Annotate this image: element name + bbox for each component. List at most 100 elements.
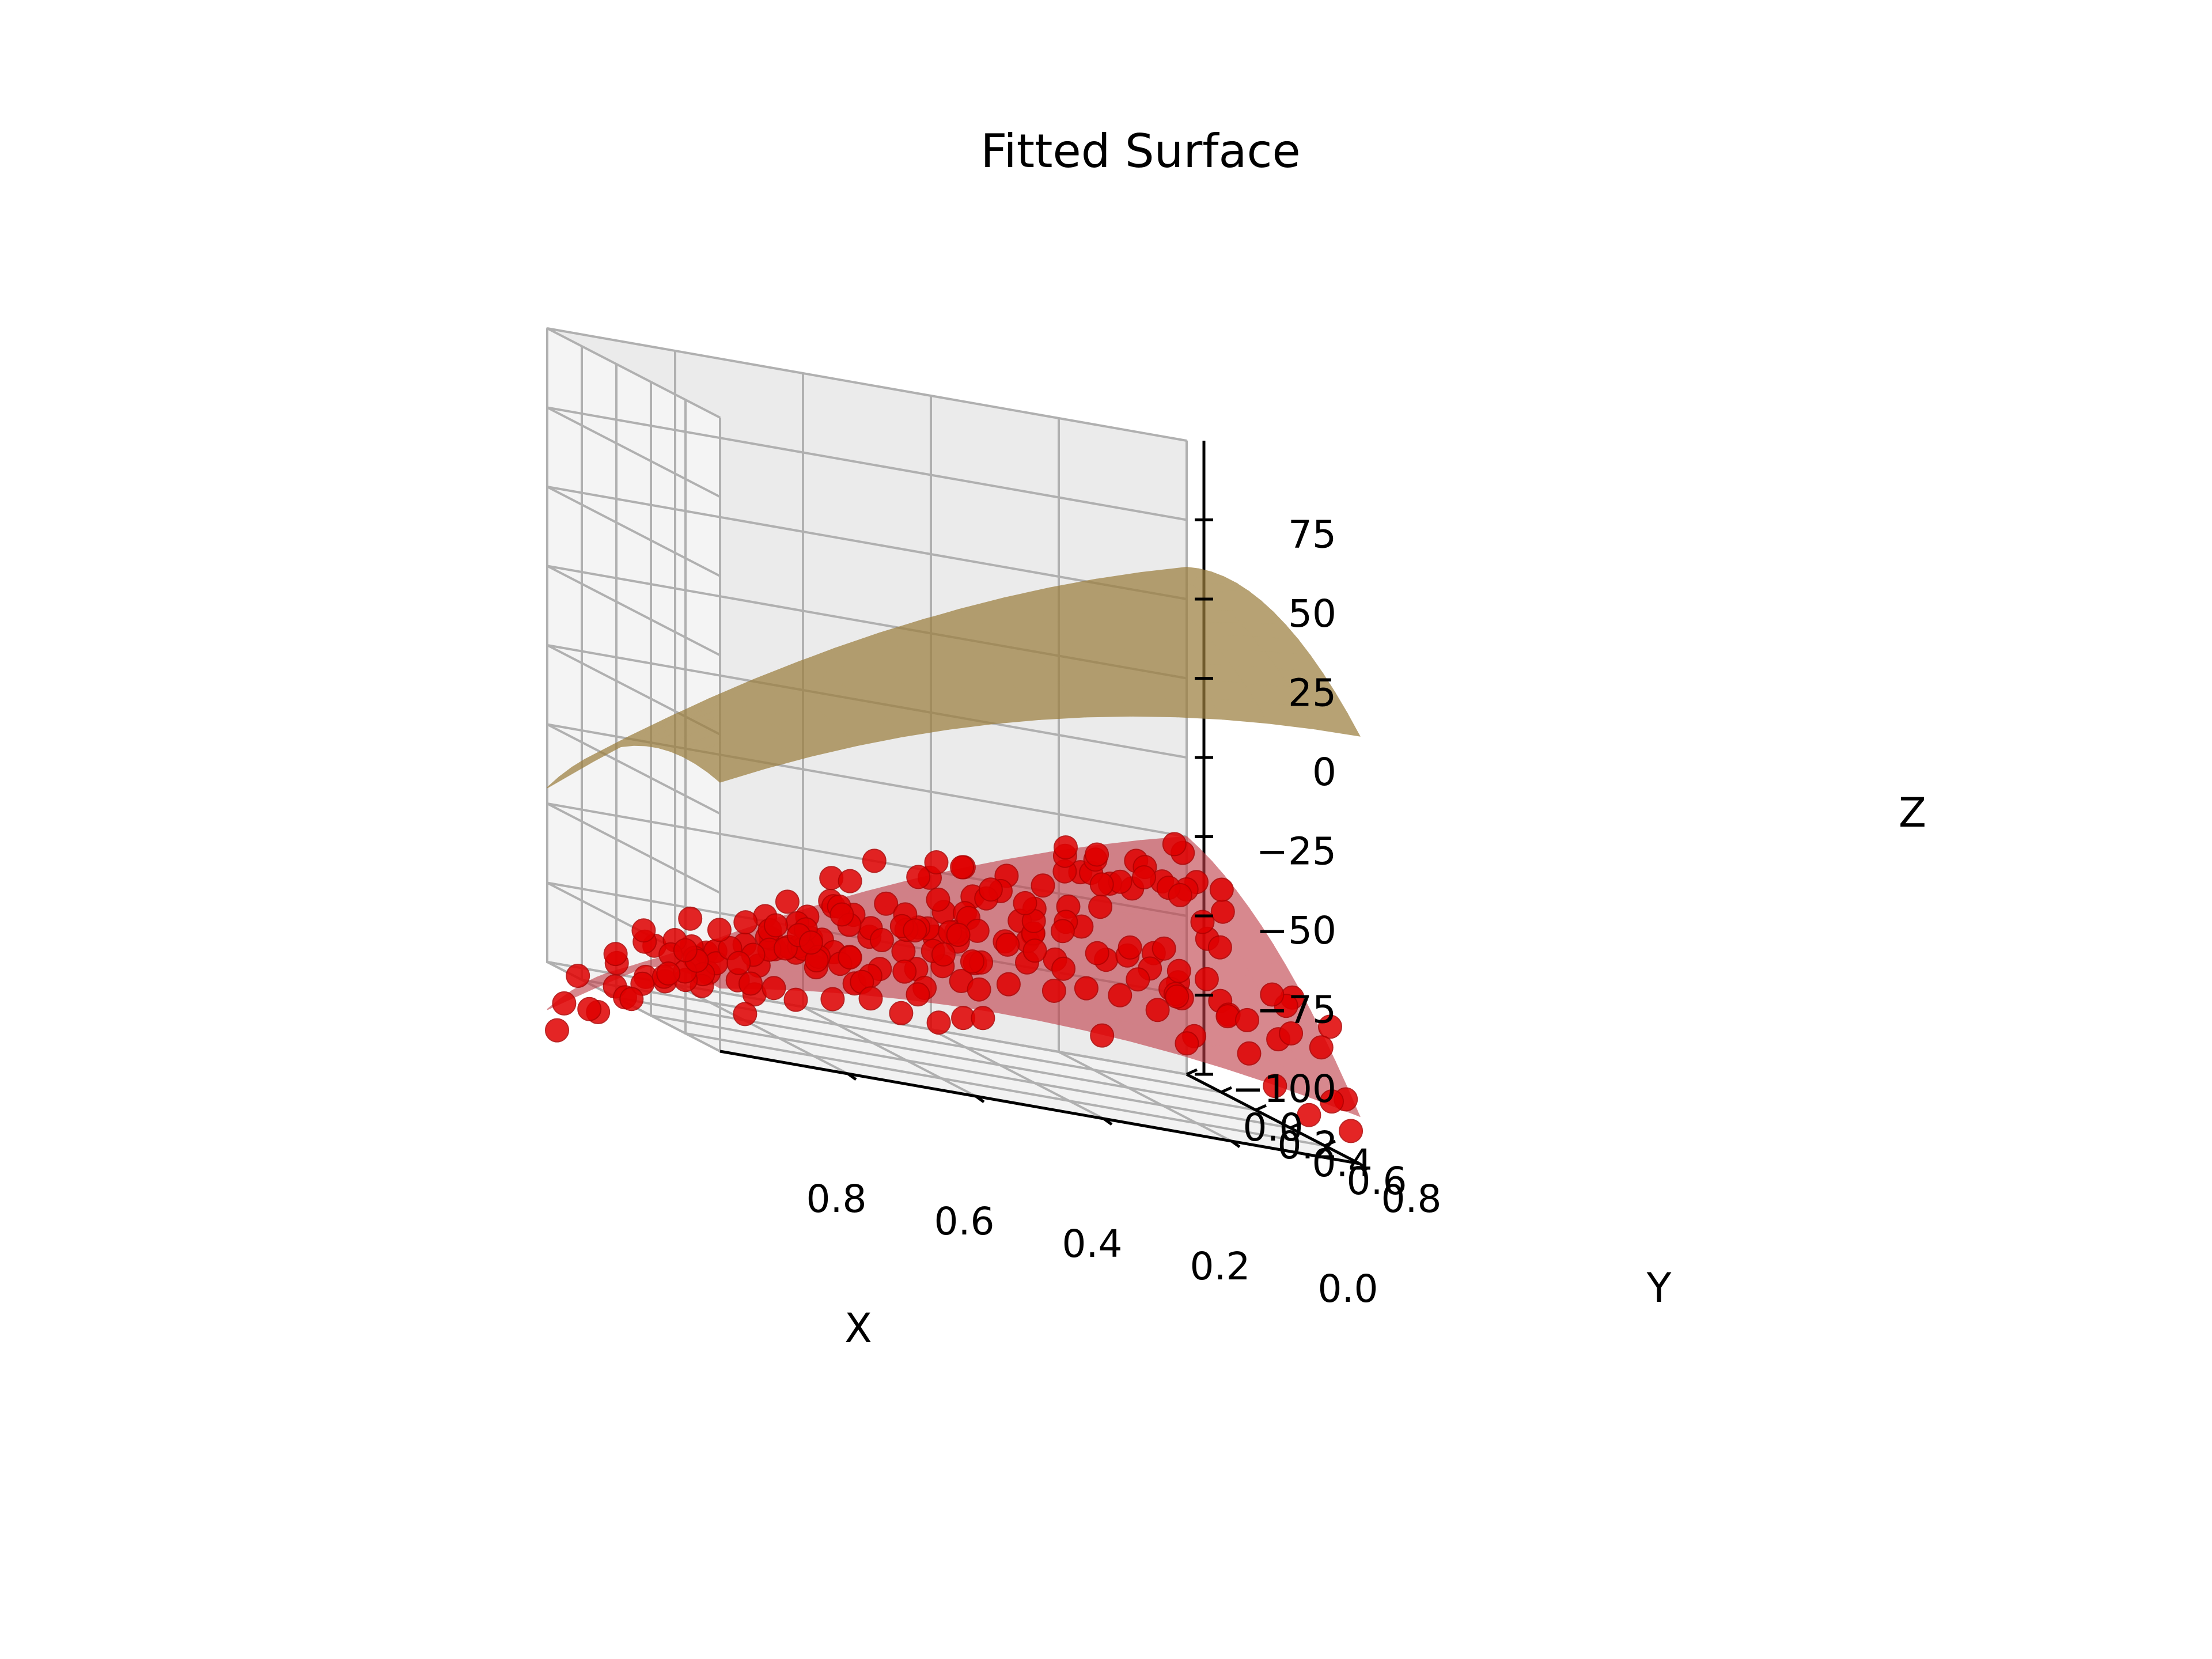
scatter-point — [783, 987, 808, 1012]
scatter-point — [726, 950, 751, 975]
scatter-point — [862, 849, 887, 873]
scatter-point — [1050, 919, 1075, 944]
scatter-point — [1165, 984, 1190, 1009]
z-axis-label: Z — [1899, 789, 1926, 836]
scatter-point — [995, 932, 1020, 957]
z-tick-label: −25 — [1256, 830, 1336, 874]
grid-line-z — [547, 723, 1187, 838]
scatter-point — [903, 918, 927, 943]
scatter-point — [1207, 935, 1232, 960]
scatter-point — [762, 976, 786, 1001]
surface-1 — [547, 566, 1361, 789]
scatter-point — [1309, 1035, 1334, 1060]
scatter-point — [1152, 936, 1176, 961]
scatter-point — [775, 889, 800, 914]
y-tick-mark — [1255, 1104, 1267, 1112]
y-tick-label: 0.8 — [1381, 1177, 1442, 1221]
scatter-point — [1145, 998, 1170, 1022]
scatter-point — [924, 850, 949, 874]
scatter-point — [926, 887, 950, 912]
y-tick-mark — [1289, 1122, 1302, 1130]
x-tick-label: 0.2 — [1190, 1244, 1251, 1289]
scatter-point — [996, 972, 1021, 997]
x-tick-mark — [975, 1094, 985, 1104]
x-tick-mark — [847, 1072, 857, 1081]
scatter-point — [545, 1018, 569, 1043]
scatter-point — [1022, 938, 1047, 963]
chart-title: Fitted Surface — [980, 124, 1300, 178]
scatter-point — [1041, 979, 1066, 1003]
scatter-point — [733, 1002, 757, 1027]
scatter-point — [707, 918, 732, 942]
x-tick-mark — [1103, 1117, 1113, 1126]
scatter-point — [1126, 967, 1150, 992]
scatter-point — [1168, 882, 1192, 907]
scatter-point — [678, 906, 703, 931]
scatter-point — [1132, 865, 1156, 889]
scatter-point — [1051, 956, 1076, 981]
x-tick-label: 0.0 — [1318, 1267, 1378, 1311]
scatter-point — [738, 971, 763, 996]
scatter-point — [960, 949, 984, 974]
scatter-point — [946, 922, 971, 947]
scatter-point — [1318, 1014, 1342, 1039]
grid-line-z — [547, 327, 1187, 442]
scatter-point — [971, 1006, 995, 1031]
x-axis-label: X — [844, 1305, 872, 1352]
scatter-point — [1054, 835, 1078, 860]
x-axis-line — [719, 1050, 1360, 1165]
scatter-point — [978, 877, 1003, 902]
z-tick-label: −100 — [1232, 1067, 1336, 1111]
scatter-point — [1279, 1021, 1304, 1046]
y-tick-mark — [1324, 1139, 1336, 1147]
scatter-point — [798, 930, 823, 955]
scatter-point — [1162, 832, 1187, 857]
surface-patch — [706, 756, 767, 783]
scatter-point — [1166, 959, 1191, 983]
scatter-point — [906, 865, 931, 889]
scatter-point — [1237, 1041, 1262, 1066]
scatter-point — [1190, 910, 1215, 934]
y-axis-line — [1185, 1073, 1361, 1165]
scatter-point — [889, 1001, 914, 1025]
scatter-point — [830, 902, 854, 927]
scatter-point — [931, 942, 956, 967]
scatter-point — [926, 1010, 951, 1035]
scatter-point — [1118, 935, 1142, 960]
z-tick-label: −50 — [1256, 908, 1336, 953]
scatter-point — [906, 982, 930, 1007]
scatter-point — [869, 928, 894, 952]
scatter-point — [577, 997, 602, 1021]
scatter-point — [820, 987, 845, 1012]
z-tick-label: 50 — [1288, 592, 1336, 636]
x-tick-mark — [1230, 1139, 1241, 1149]
z-tick-label: 25 — [1288, 671, 1336, 715]
y-tick-label: 0.4 — [1312, 1141, 1373, 1185]
scatter-point — [673, 938, 698, 963]
scatter-point — [552, 991, 577, 1016]
scatter-point — [656, 961, 681, 986]
scatter-point — [1210, 899, 1235, 924]
x-tick-label: 0.8 — [806, 1177, 867, 1221]
scatter-point — [763, 913, 788, 938]
scatter-point — [733, 910, 758, 935]
scatter-point — [1108, 983, 1132, 1007]
scatter-point — [950, 855, 975, 880]
y-axis-label: Y — [1646, 1264, 1672, 1312]
scatter-point — [1090, 1023, 1115, 1048]
scatter-point — [1089, 872, 1114, 897]
z-tick-label: −75 — [1256, 988, 1336, 1032]
scatter-point — [892, 959, 917, 984]
scatter-point — [1339, 1119, 1363, 1143]
scatter-point — [1320, 1089, 1344, 1114]
scatter-point — [1209, 877, 1234, 902]
scatter-point — [619, 987, 644, 1012]
z-tick-label: 75 — [1288, 513, 1336, 557]
scatter-point — [1235, 1007, 1259, 1032]
z-tick-label: 0 — [1312, 750, 1336, 794]
scatter-points — [545, 832, 1363, 1143]
scatter-point — [838, 945, 862, 970]
grid-line-z — [547, 486, 1187, 600]
y-tick-mark — [1185, 1068, 1198, 1076]
